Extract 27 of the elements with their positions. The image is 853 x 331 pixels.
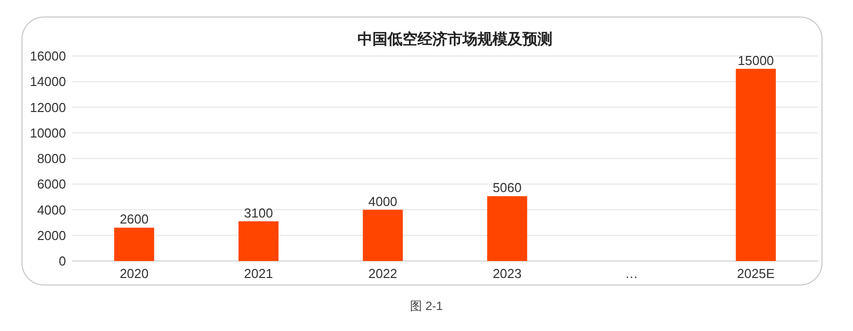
y-tick-label: 4000 (37, 202, 66, 218)
y-tick-label: 16000 (30, 48, 66, 64)
bar (114, 228, 154, 261)
caption: 图 2-1 (410, 299, 444, 313)
data-label: 2600 (120, 212, 149, 227)
x-tick-label: … (625, 266, 638, 281)
data-label: 4000 (368, 194, 398, 209)
chart-title: 中国低空经济市场规模及预测 (358, 30, 552, 48)
x-tick-label: 2025E (737, 266, 775, 281)
bar (238, 221, 278, 261)
y-tick-label: 2000 (37, 228, 66, 243)
y-tick-label: 0 (58, 254, 66, 268)
y-tick-label: 8000 (37, 151, 66, 166)
x-tick-label: 2022 (368, 266, 398, 281)
y-tick-label: 10000 (30, 125, 66, 140)
bar (362, 210, 403, 261)
y-tick-label: 6000 (37, 176, 66, 192)
bar (487, 196, 528, 261)
y-tick-label: 14000 (30, 74, 66, 90)
x-tick-label: 2020 (120, 266, 149, 281)
data-label: 15000 (738, 52, 774, 68)
data-label: 5060 (492, 180, 522, 196)
bar (736, 68, 776, 261)
x-tick-label: 2021 (244, 266, 273, 281)
y-tick-label: 12000 (30, 100, 66, 115)
data-label: 3100 (244, 205, 273, 220)
x-tick-label: 2023 (492, 266, 522, 281)
